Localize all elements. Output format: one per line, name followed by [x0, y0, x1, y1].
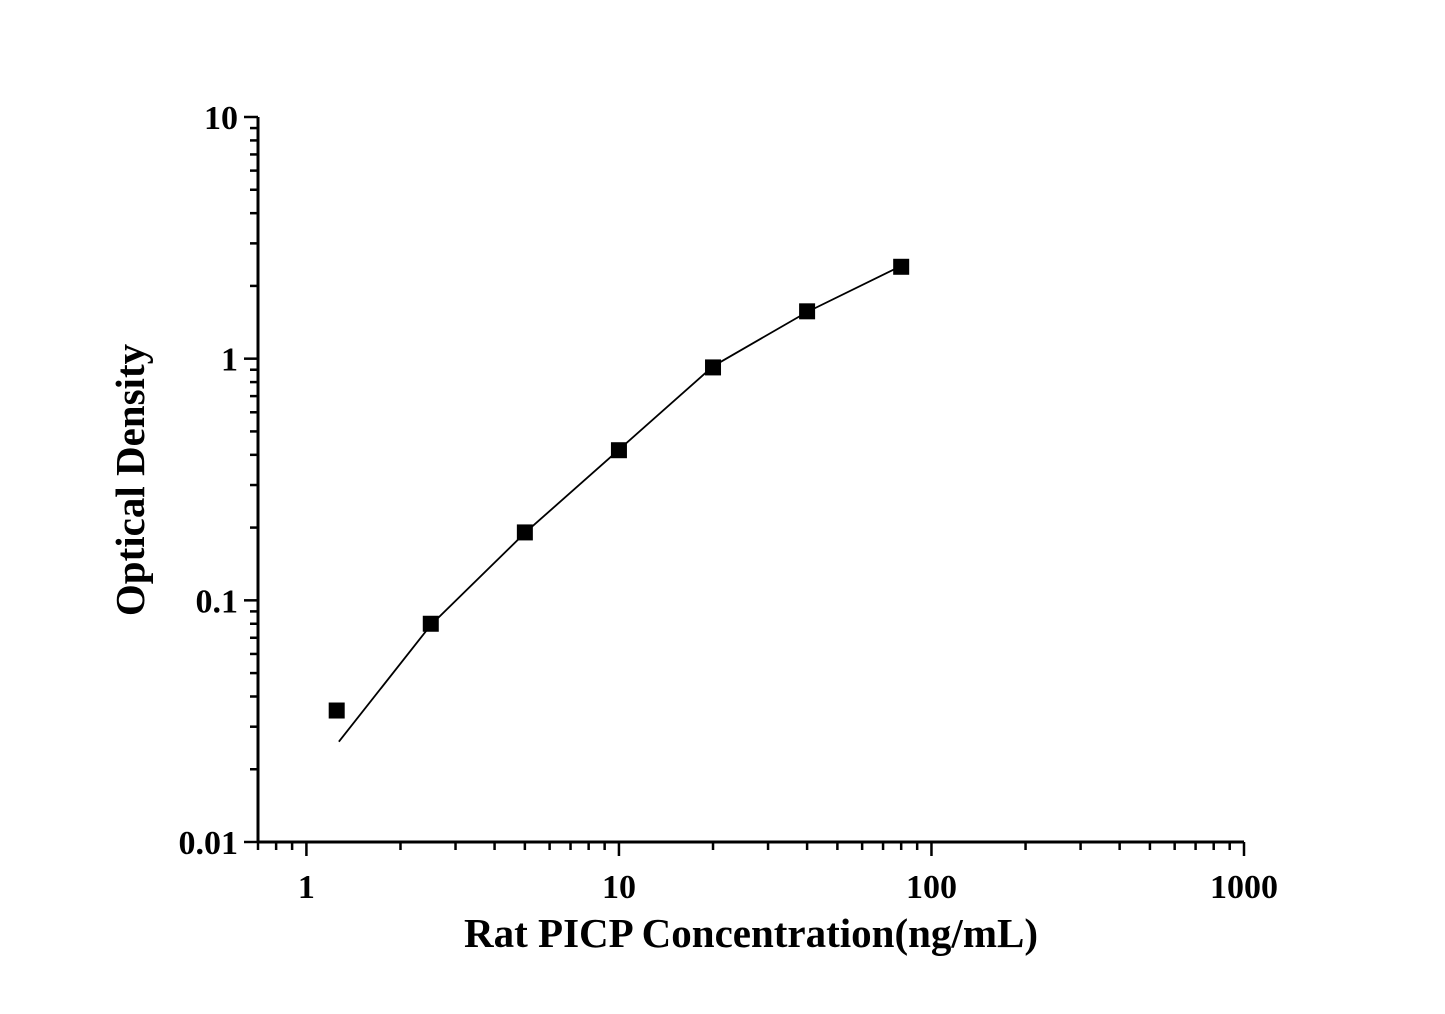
axes — [256, 117, 1244, 844]
data-point — [799, 303, 816, 320]
data-point — [422, 615, 439, 632]
fit-curve — [338, 265, 902, 743]
y-axis-label: Optical Density — [107, 343, 153, 616]
marks — [328, 258, 910, 743]
x-tick-label: 1000 — [1210, 869, 1278, 906]
y-tick-label: 0.1 — [196, 583, 239, 620]
y-tick-label: 10 — [204, 100, 238, 137]
data-point — [516, 524, 533, 541]
x-tick-label: 100 — [906, 869, 957, 906]
ticks: 1 10 100 1000 0.01 0.1 1 10 — [179, 100, 1279, 906]
data-point — [328, 702, 345, 719]
data-point — [610, 442, 627, 459]
x-tick-label: 1 — [298, 869, 315, 906]
x-axis-label: Rat PICP Concentration(ng/mL) — [464, 910, 1038, 956]
data-point — [893, 258, 910, 275]
x-tick-label: 10 — [602, 869, 636, 906]
data-point — [705, 359, 722, 376]
y-tick-label: 1 — [221, 342, 238, 379]
y-tick-label: 0.01 — [179, 825, 239, 862]
